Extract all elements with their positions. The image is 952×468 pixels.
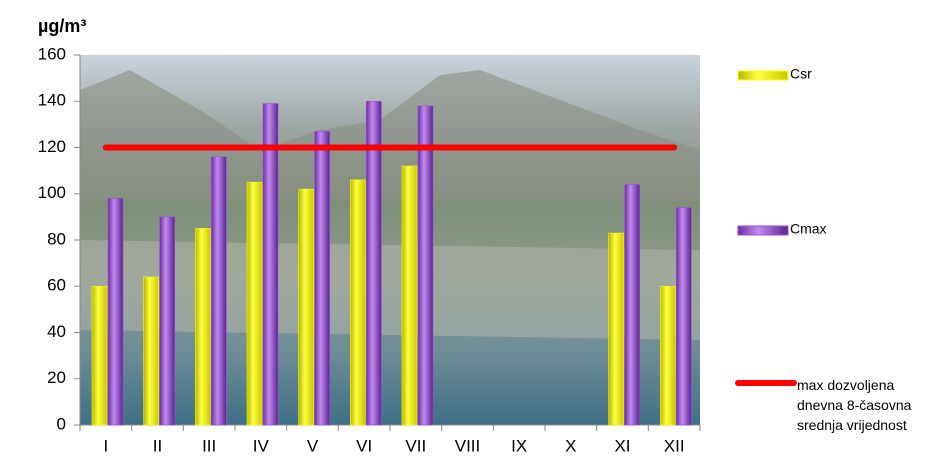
x-tick-label: IV	[253, 436, 270, 455]
bar	[107, 198, 124, 426]
bar	[262, 103, 279, 426]
bar	[366, 100, 382, 426]
bar	[350, 179, 366, 426]
bar	[159, 216, 175, 426]
x-tick-label: XII	[664, 436, 685, 455]
legend-label: Csr	[790, 66, 812, 82]
y-tick-label: 80	[47, 229, 66, 248]
x-tick-label: VI	[356, 436, 372, 455]
x-tick-label: V	[307, 436, 319, 455]
y-tick-label: 140	[38, 91, 66, 110]
bar	[195, 228, 211, 426]
y-tick-label: 120	[38, 137, 66, 156]
legend-label: Cmax	[790, 221, 827, 237]
y-tick-label: 40	[47, 322, 66, 341]
bar	[143, 276, 159, 426]
bar	[676, 207, 692, 426]
bar	[211, 156, 227, 426]
x-tick-label: XI	[614, 436, 630, 455]
bar	[246, 181, 263, 426]
bar	[401, 165, 418, 426]
legend-swatch	[737, 225, 789, 236]
y-tick-label: 0	[57, 414, 66, 433]
legend-label: max dozvoljena dnevna 8-časovna srednja …	[797, 377, 912, 433]
bar	[660, 285, 676, 426]
bar	[624, 184, 640, 426]
x-tick-label: I	[103, 436, 108, 455]
x-tick-label: III	[202, 436, 216, 455]
mountain-shape	[80, 70, 700, 200]
bar	[314, 131, 330, 426]
y-tick-label: 20	[47, 368, 66, 387]
legend-swatch	[737, 70, 789, 81]
y-tick-label: 160	[38, 44, 66, 63]
x-tick-label: II	[153, 436, 162, 455]
y-tick-label: 60	[47, 276, 66, 295]
bar	[608, 232, 624, 426]
bar	[91, 285, 108, 426]
x-tick-label: X	[565, 436, 576, 455]
bar	[298, 188, 314, 426]
x-tick-label: VII	[405, 436, 426, 455]
town-shape	[80, 240, 700, 340]
y-tick-label: 100	[38, 183, 66, 202]
y-axis-title: µg/m³	[38, 16, 86, 36]
bar	[417, 105, 434, 426]
x-tick-label: IX	[511, 436, 527, 455]
x-tick-label: VIII	[455, 436, 481, 455]
